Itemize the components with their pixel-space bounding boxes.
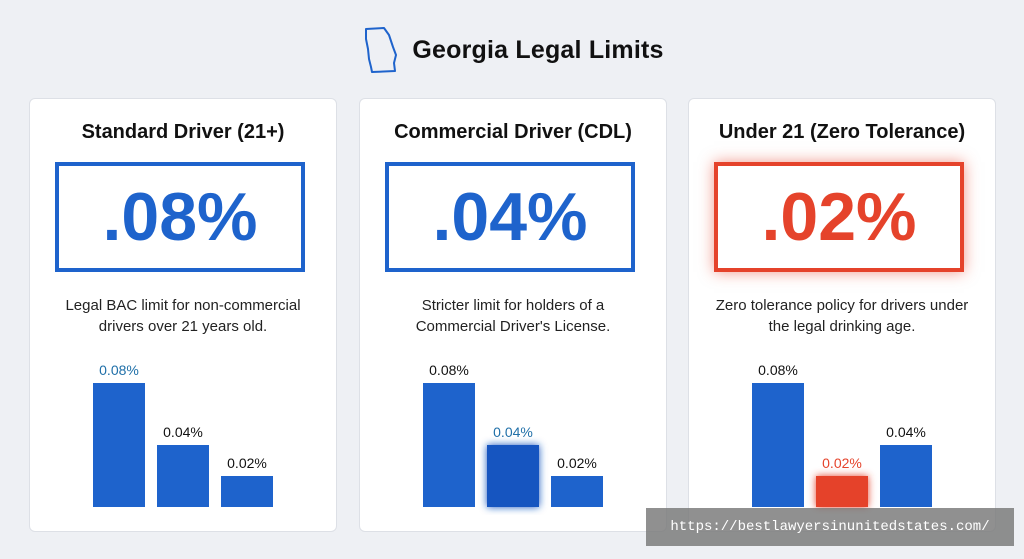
bar-0.02%: [551, 476, 603, 507]
bac-comparison-chart: 0.08% 0.04% 0.02%: [93, 362, 273, 507]
bar-value-label: 0.02%: [822, 455, 862, 471]
bar-value-label: 0.08%: [429, 362, 469, 378]
bar-0.08%: [93, 383, 145, 507]
bar-0.02%: [816, 476, 868, 507]
bar-value-label: 0.08%: [99, 362, 139, 378]
page-header: Georgia Legal Limits: [0, 22, 1024, 78]
bar-0.08%: [423, 383, 475, 507]
card-title: Commercial Driver (CDL): [394, 121, 632, 143]
bac-comparison-chart: 0.08% 0.02% 0.04%: [752, 362, 932, 507]
card-description: Zero tolerance policy for drivers under …: [715, 297, 969, 335]
bar-value-label: 0.04%: [886, 424, 926, 440]
georgia-state-outline-icon: [365, 27, 398, 73]
bar-value-label: 0.02%: [227, 455, 267, 471]
bar-value-label: 0.08%: [758, 362, 798, 378]
card-description: Legal BAC limit for non-commercial drive…: [65, 297, 301, 335]
card-commercial-driver: Commercial Driver (CDL) .04% Stricter li…: [359, 98, 667, 532]
card-under-21: Under 21 (Zero Tolerance) .02% Zero tole…: [688, 98, 996, 532]
card-title: Standard Driver (21+): [81, 121, 285, 143]
bac-limit-value: .02%: [714, 162, 964, 272]
bac-limit-value: .08%: [55, 162, 305, 272]
bar-value-label: 0.04%: [163, 424, 203, 440]
bar-value-label: 0.02%: [557, 455, 597, 471]
bar-0.04%: [880, 445, 932, 507]
bac-comparison-chart: 0.08% 0.04% 0.02%: [423, 362, 603, 507]
card-title: Under 21 (Zero Tolerance): [718, 121, 966, 143]
bar-0.04%: [487, 445, 539, 507]
card-description: Stricter limit for holders of a Commerci…: [415, 297, 611, 335]
bar-0.04%: [157, 445, 209, 507]
bac-limit-value: .04%: [385, 162, 635, 272]
page-title: Georgia Legal Limits: [412, 35, 664, 64]
source-url-watermark: https://bestlawyersinunitedstates.com/: [646, 508, 1014, 546]
bar-value-label: 0.04%: [493, 424, 533, 440]
bar-0.08%: [752, 383, 804, 507]
bar-0.02%: [221, 476, 273, 507]
card-standard-driver: Standard Driver (21+) .08% Legal BAC lim…: [29, 98, 337, 532]
